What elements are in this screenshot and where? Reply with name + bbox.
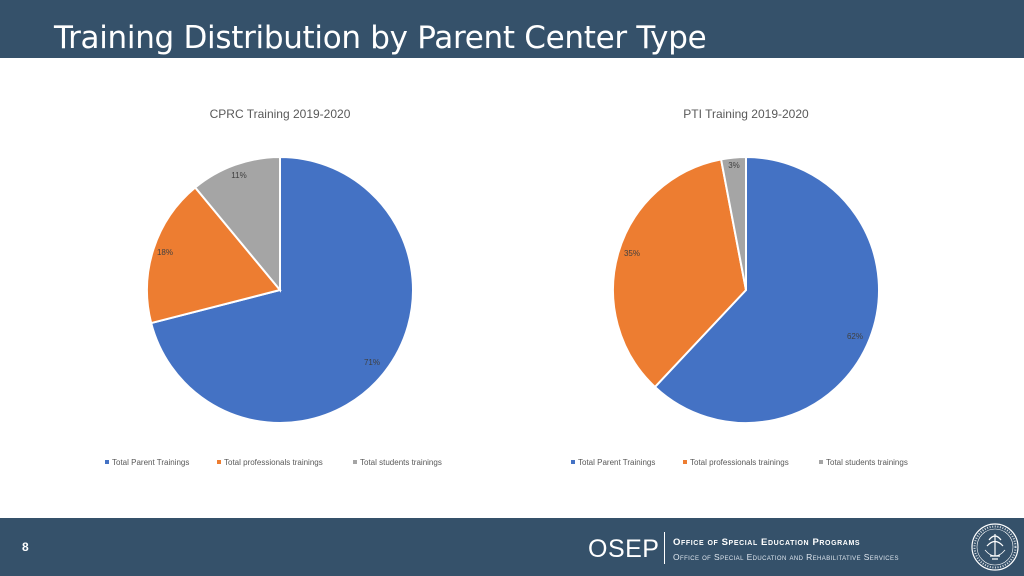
department-seal-icon xyxy=(971,523,1019,571)
pie-slice-total-professionals-trainings xyxy=(612,158,748,389)
legend-label: Total professionals trainings xyxy=(690,458,789,467)
pie-chart-1: CPRC Training 2019-2020 71% 18% 11% Total Pa… xyxy=(105,107,442,467)
legend-swatch xyxy=(217,460,221,464)
legend-item: Total Parent Trainings xyxy=(105,458,189,467)
legend-swatch xyxy=(571,460,575,464)
data-label: 11% xyxy=(231,171,246,180)
pie-slice-total-students-trainings xyxy=(719,155,747,291)
pie-slice-total-parent-trainings xyxy=(149,155,414,424)
legend-label: Total Parent Trainings xyxy=(578,458,655,467)
legend-label: Total students trainings xyxy=(826,458,908,467)
data-label: 18% xyxy=(157,248,173,257)
legend-swatch xyxy=(105,460,109,464)
pie-slice-total-students-trainings xyxy=(193,155,281,293)
office-name: Office of Special Education Programs xyxy=(673,537,861,548)
legend-item: Total professionals trainings xyxy=(683,458,789,467)
legend-label: Total students trainings xyxy=(360,458,442,467)
data-label: 3% xyxy=(728,161,740,170)
data-label: 35% xyxy=(624,249,640,258)
legend-label: Total Parent Trainings xyxy=(112,458,189,467)
legend-swatch xyxy=(819,460,823,464)
osep-logo: OSEP xyxy=(588,535,660,563)
chart-title: PTI Training 2019-2020 xyxy=(683,107,809,121)
chart-title: CPRC Training 2019-2020 xyxy=(210,107,351,121)
legend-item: Total Parent Trainings xyxy=(571,458,655,467)
pie-slice-total-professionals-trainings xyxy=(146,186,282,325)
data-label: 71% xyxy=(364,358,380,367)
footer-bar: 8 OSEP Office of Special Education Progr… xyxy=(0,518,1024,576)
legend-item: Total students trainings xyxy=(353,458,442,467)
legend-swatch xyxy=(683,460,687,464)
header-bar: Training Distribution by Parent Center T… xyxy=(0,0,1024,58)
legend-item: Total professionals trainings xyxy=(217,458,323,467)
legend-swatch xyxy=(353,460,357,464)
data-label: 62% xyxy=(847,332,863,341)
parent-office-name: Office of Special Education and Rehabili… xyxy=(673,552,899,562)
legend-item: Total students trainings xyxy=(819,458,908,467)
pie-charts-canvas: CPRC Training 2019-2020 71% 18% 11% Total Pa… xyxy=(105,107,908,467)
page-title: Training Distribution by Parent Center T… xyxy=(54,20,707,56)
page-number: 8 xyxy=(22,540,29,554)
logo-divider xyxy=(664,532,665,564)
pie-chart-2: PTI Training 2019-2020 62% 35% 3% Total Pare… xyxy=(571,107,908,467)
legend-label: Total professionals trainings xyxy=(224,458,323,467)
charts-area: CPRC Training 2019-2020 71% 18% 11% Total Pa… xyxy=(0,58,1024,518)
pie-slice-total-parent-trainings xyxy=(653,155,880,424)
